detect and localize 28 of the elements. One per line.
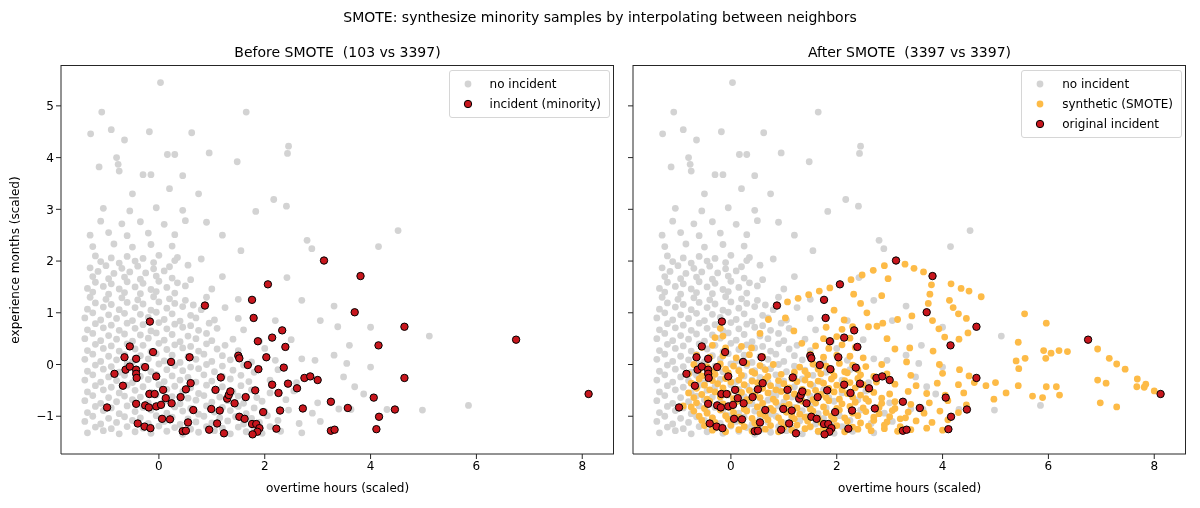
x-axis-title: overtime hours (scaled) [264,480,411,497]
text: SMOTE: synthesize minority samples by interpolating between neighbors [342,8,858,26]
y-tick-label: 0 [46,357,54,372]
x-axis-title: overtime hours (scaled) [836,480,983,497]
x-tick-label: 2 [832,458,841,473]
x-tick-label: 0 [155,458,163,473]
x-tick-label: 4 [938,458,947,473]
y-tick-label: 1 [46,306,54,321]
y-tick-label: 3 [46,202,54,217]
y-tick-label: 4 [46,150,54,165]
x-tick-label: 6 [1044,458,1053,473]
chart-title: After SMOTE (3397 vs 3397) [807,43,1012,62]
x-tick-label: 8 [578,458,587,473]
y-tick-label: 2 [46,254,54,269]
x-tick-label: 0 [727,458,735,473]
y-axis-title: experience months (scaled) [8,175,22,344]
x-tick-label: 8 [1150,458,1159,473]
legend-label: original incident [1062,117,1160,131]
legend-label: no incident [489,77,557,91]
legend-label: no incident [1062,77,1130,91]
x-tick-label: 6 [472,458,481,473]
x-tick-label: 2 [260,458,269,473]
x-tick-label: 4 [366,458,375,473]
legend-label: incident (minority) [489,97,601,111]
y-tick-label: 5 [46,99,54,114]
y-tick-label: −1 [36,409,54,424]
chart-title: Before SMOTE (103 vs 3397) [233,43,442,62]
legend-label: synthetic (SMOTE) [1062,97,1173,111]
